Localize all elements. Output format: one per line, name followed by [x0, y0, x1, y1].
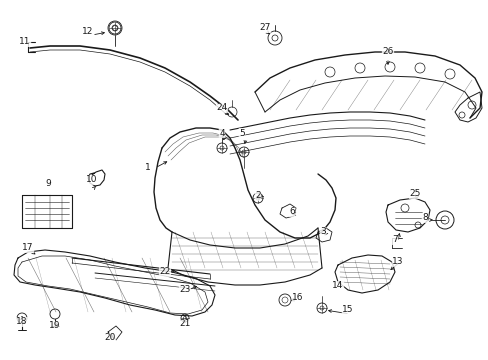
Text: 24: 24: [216, 104, 227, 112]
Text: 5: 5: [239, 129, 244, 138]
Text: 21: 21: [179, 320, 190, 328]
Text: 7: 7: [391, 235, 397, 244]
Text: 11: 11: [19, 37, 31, 46]
Text: 20: 20: [104, 333, 116, 342]
Text: 18: 18: [16, 318, 28, 327]
Text: 23: 23: [179, 285, 190, 294]
Text: 1: 1: [145, 163, 151, 172]
Text: 13: 13: [391, 257, 403, 266]
Text: 12: 12: [82, 27, 94, 36]
Text: 4: 4: [219, 129, 224, 138]
Text: 17: 17: [22, 243, 34, 252]
Text: 26: 26: [382, 48, 393, 57]
Text: 19: 19: [49, 321, 61, 330]
Text: 6: 6: [288, 207, 294, 216]
Text: 2: 2: [255, 192, 260, 201]
Text: 25: 25: [408, 189, 420, 198]
Text: 22: 22: [159, 267, 170, 276]
Text: 3: 3: [320, 228, 325, 237]
Text: 9: 9: [45, 179, 51, 188]
Text: 14: 14: [332, 282, 343, 291]
Text: 8: 8: [421, 213, 427, 222]
Text: 10: 10: [86, 175, 98, 184]
Text: 27: 27: [259, 23, 270, 32]
Text: 16: 16: [292, 293, 303, 302]
Text: 15: 15: [342, 306, 353, 315]
